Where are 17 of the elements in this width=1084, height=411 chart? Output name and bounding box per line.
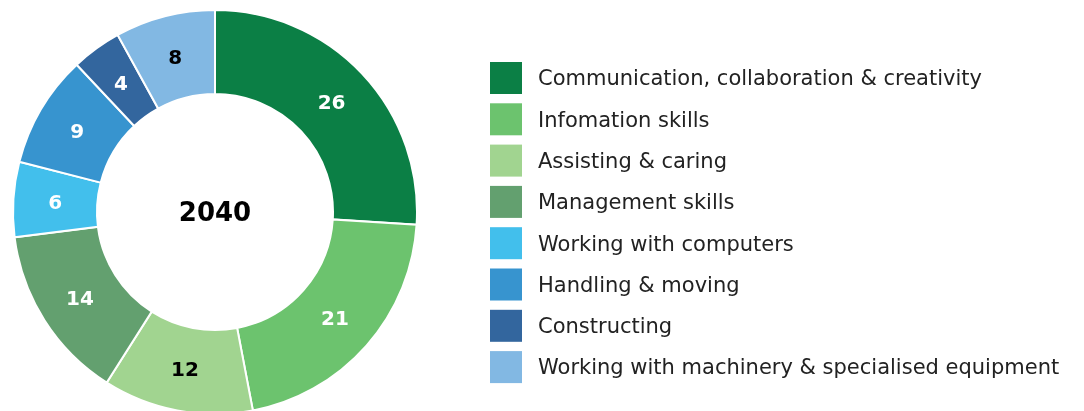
legend-label: Working with machinery & specialised equipment <box>538 355 1060 380</box>
data-label: 26 <box>317 90 346 115</box>
legend-label: Working with computers <box>538 231 794 256</box>
legend-label: Constructing <box>538 314 673 339</box>
data-label: 4 <box>113 70 128 95</box>
data-label: 6 <box>48 189 63 214</box>
data-label: 8 <box>168 45 183 70</box>
legend-label: Management skills <box>538 190 735 215</box>
legend-label: Communication, collaboration & creativity <box>538 66 982 91</box>
legend-label: Handling & moving <box>538 272 740 297</box>
data-label: 9 <box>70 118 85 143</box>
data-label: 21 <box>321 305 349 330</box>
legend-label: Infomation skills <box>538 107 710 132</box>
data-label: 12 <box>171 357 199 382</box>
legend-label: Assisting & caring <box>538 148 727 173</box>
data-label: 14 <box>65 285 94 310</box>
text: 2040 <box>178 197 252 228</box>
